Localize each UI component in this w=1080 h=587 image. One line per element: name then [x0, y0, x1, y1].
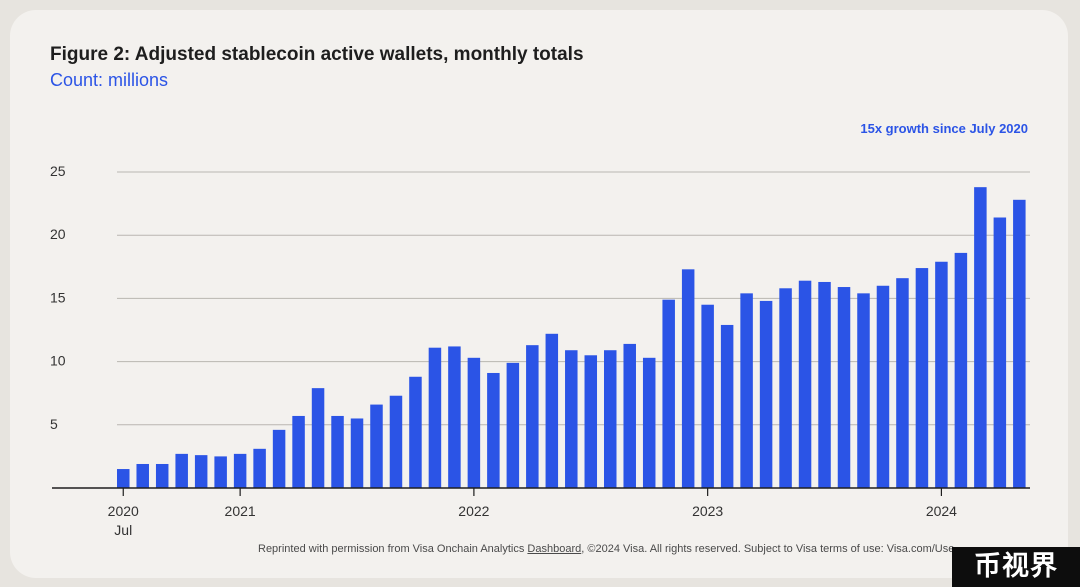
bar-2023-09 [857, 293, 870, 488]
bar-2023-07 [818, 281, 831, 488]
y-tick-label: 10 [50, 353, 66, 369]
bar-2023-08 [837, 287, 851, 488]
bar-2020-09 [155, 463, 169, 488]
bar-2024-04 [993, 217, 1007, 488]
bar-2023-05 [779, 288, 792, 488]
bar-2020-10 [175, 453, 188, 488]
bar-2020-07 [117, 469, 130, 488]
bar-2022-09 [623, 343, 636, 488]
bar-2021-05 [311, 388, 325, 488]
bar-2023-10 [876, 285, 890, 488]
bar-2024-01 [935, 261, 948, 488]
credit-prefix: Reprinted with permission from Visa Onch… [258, 543, 528, 555]
credit-line: Reprinted with permission from Visa Onch… [258, 543, 954, 555]
bar-2023-11 [896, 278, 909, 488]
credit-suffix: , ©2024 Visa. All rights reserved. Subje… [581, 543, 955, 555]
x-tick-label: 2024 [926, 503, 957, 519]
bar-2022-12 [681, 269, 695, 488]
bar-2021-07 [350, 418, 364, 488]
bar-2021-12 [448, 346, 461, 488]
bar-2021-01 [233, 453, 247, 488]
y-axis-labels: 5 10 15 20 25 [50, 163, 66, 432]
bar-2023-12 [915, 268, 929, 488]
bar-2020-08 [136, 463, 149, 488]
bar-2021-09 [389, 395, 403, 488]
y-tick-label: 5 [50, 416, 58, 432]
bar-2022-08 [604, 350, 617, 488]
bar-2024-05 [1013, 199, 1026, 489]
y-tick-label: 20 [50, 226, 66, 242]
bar-2021-02 [253, 448, 266, 488]
bars [117, 187, 1026, 489]
y-tick-label: 15 [50, 289, 66, 305]
bar-2022-01 [467, 357, 481, 488]
bar-2024-03 [974, 187, 987, 488]
watermark-logo: 币视界 [952, 547, 1080, 587]
bar-2021-04 [292, 415, 305, 488]
bar-2022-02 [487, 372, 500, 488]
y-tick-label: 25 [50, 163, 66, 179]
chart-subtitle: Count: millions [50, 70, 169, 90]
bar-2023-06 [798, 280, 812, 488]
x-tick-label: 2021 [225, 503, 256, 519]
bar-2022-05 [545, 333, 559, 488]
bar-2021-10 [409, 376, 422, 488]
bar-2022-04 [526, 345, 539, 488]
x-tick-sublabel: Jul [114, 522, 132, 538]
x-tick-label: 2020 [108, 503, 139, 519]
x-tick-label: 2023 [692, 503, 723, 519]
bar-2022-10 [642, 357, 656, 488]
bar-2023-02 [720, 324, 734, 488]
bar-2020-11 [194, 455, 208, 488]
bar-2021-08 [370, 404, 383, 488]
x-tick-label: 2022 [458, 503, 489, 519]
bar-2022-03 [506, 362, 520, 488]
bar-2023-03 [740, 293, 753, 488]
bar-2022-11 [662, 299, 675, 488]
chart-title: Figure 2: Adjusted stablecoin active wal… [50, 44, 584, 65]
bar-2021-11 [428, 347, 442, 488]
bar-2020-12 [214, 456, 227, 488]
bar-2021-06 [331, 415, 344, 488]
bar-2022-07 [584, 355, 598, 488]
dashboard-link[interactable]: Dashboard [527, 543, 582, 555]
x-axis-labels: 2020 Jul 2021 2022 2023 2024 [108, 488, 957, 538]
bar-2023-01 [701, 304, 714, 488]
growth-annotation: 15x growth since July 2020 [860, 121, 1028, 136]
bar-2021-03 [272, 429, 286, 488]
bar-2022-06 [565, 350, 578, 488]
bar-2024-02 [954, 252, 968, 488]
bar-2023-04 [759, 300, 773, 488]
